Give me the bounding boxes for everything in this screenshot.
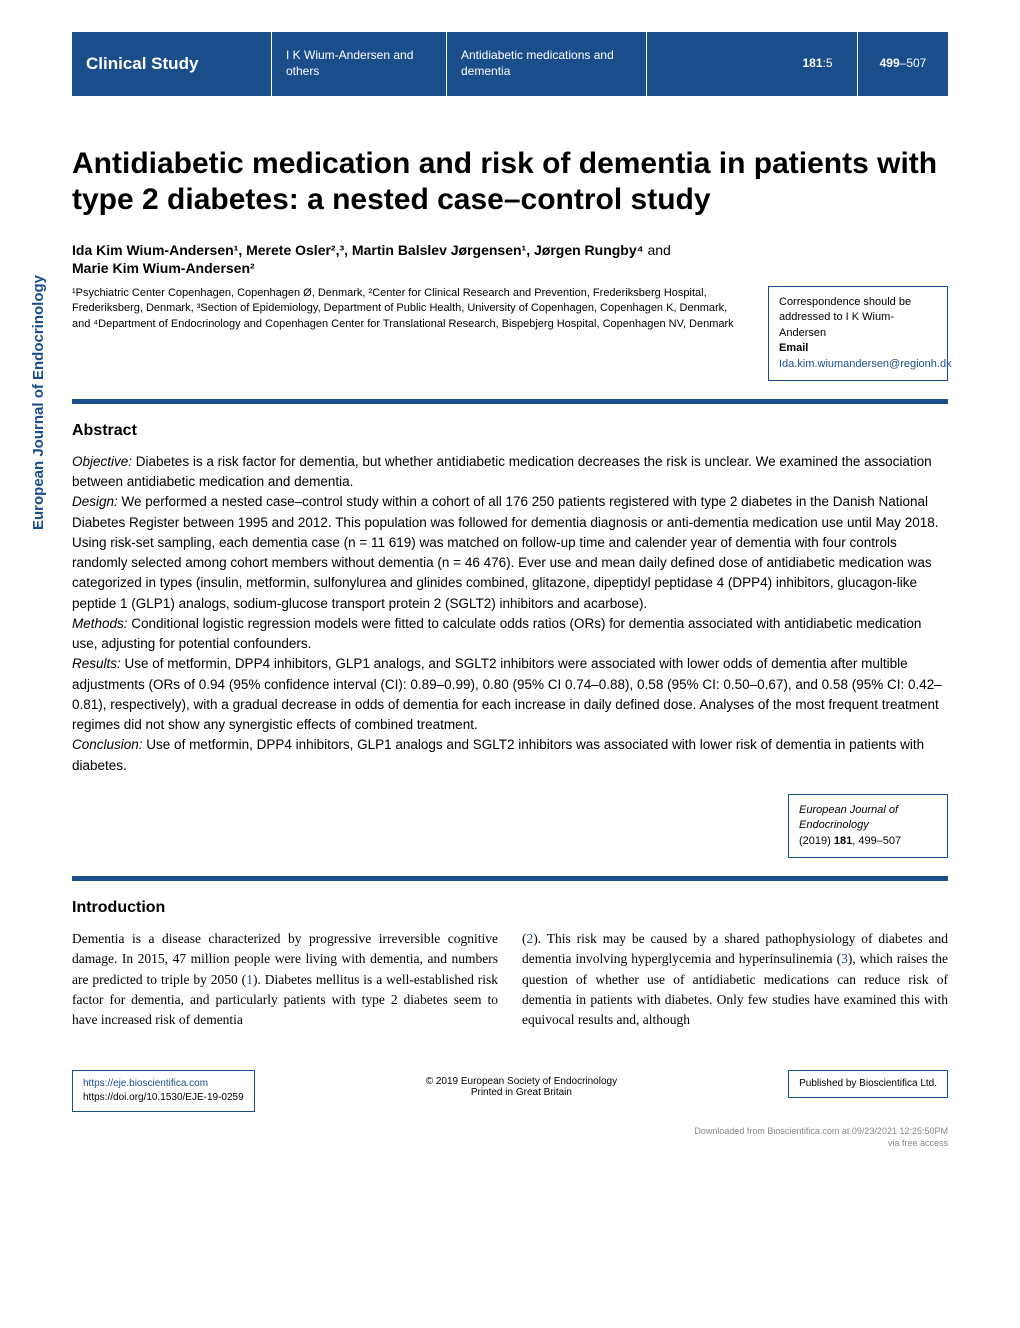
journal-url-link[interactable]: https://eje.bioscientifica.com — [83, 1078, 208, 1089]
header-bar: Clinical Study I K Wium-Andersen and oth… — [72, 32, 948, 96]
abstract-body: Objective: Diabetes is a risk factor for… — [72, 452, 948, 776]
intro-col-2: (2). This risk may be caused by a shared… — [522, 929, 948, 1030]
ref-3-link[interactable]: 3 — [841, 951, 848, 966]
authors-line-2: Marie Kim Wium-Andersen² — [72, 260, 948, 276]
authors-line: Ida Kim Wium-Andersen¹, Merete Osler²,³,… — [72, 242, 948, 258]
introduction-section: Introduction Dementia is a disease chara… — [72, 899, 948, 1030]
header-authors: I K Wium-Andersen and others — [272, 32, 447, 96]
divider — [72, 399, 948, 404]
divider-2 — [72, 876, 948, 881]
introduction-heading: Introduction — [72, 899, 948, 917]
intro-col-1: Dementia is a disease characterized by p… — [72, 929, 498, 1030]
ref-1-link[interactable]: 1 — [246, 972, 253, 987]
affiliations: ¹Psychiatric Center Copenhagen, Copenhag… — [72, 286, 748, 332]
header-short-title: Antidiabetic medications and dementia — [447, 32, 647, 96]
ref-2-link[interactable]: 2 — [527, 931, 534, 946]
download-note: Downloaded from Bioscientifica.com at 09… — [72, 1126, 948, 1149]
header-pages: 499–507 — [858, 32, 948, 96]
correspondence-box: Correspondence should be addressed to I … — [768, 286, 948, 381]
study-type: Clinical Study — [72, 32, 272, 96]
footer-links-box: https://eje.bioscientifica.com https://d… — [72, 1070, 255, 1112]
article-title: Antidiabetic medication and risk of deme… — [72, 146, 948, 218]
header-volume: 181:5 — [778, 32, 858, 96]
email-label: Email — [779, 341, 937, 356]
footer: https://eje.bioscientifica.com https://d… — [72, 1070, 948, 1112]
abstract-section: Abstract Objective: Diabetes is a risk f… — [72, 422, 948, 858]
abstract-heading: Abstract — [72, 422, 948, 440]
journal-name-sidebar: European Journal of Endocrinology — [30, 275, 47, 530]
doi-text: https://doi.org/10.1530/EJE-19-0259 — [83, 1092, 244, 1103]
correspondence-email-link[interactable]: Ida.kim.wiumandersen@regionh.dk — [779, 358, 952, 370]
footer-copyright: © 2019 European Society of Endocrinology… — [279, 1070, 764, 1098]
header-spacer — [647, 32, 778, 96]
footer-publisher-box: Published by Bioscientifica Ltd. — [788, 1070, 948, 1098]
correspondence-text: Correspondence should be addressed to I … — [779, 295, 937, 341]
citation-box: European Journal of Endocrinology (2019)… — [788, 794, 948, 858]
